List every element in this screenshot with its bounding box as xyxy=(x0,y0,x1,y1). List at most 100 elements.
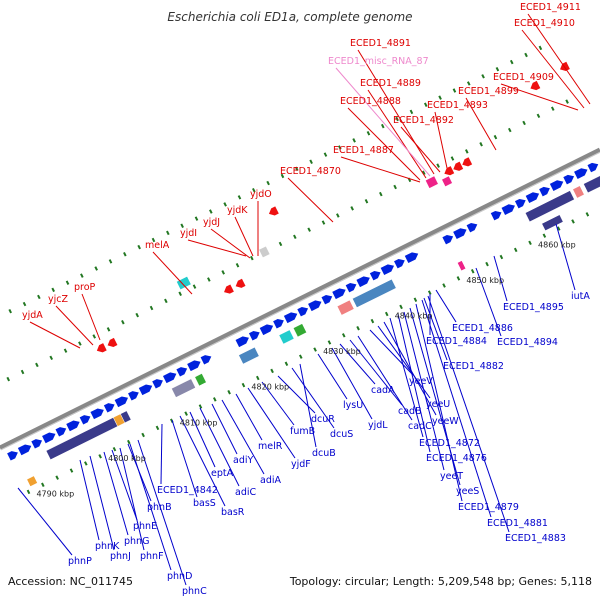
gene-label-eced1-4872: ECED1_4872 xyxy=(419,438,480,449)
scale-label: 4850 kbp xyxy=(466,276,504,285)
gene-label-dcub: dcuB xyxy=(312,448,336,459)
tick-mark-lower xyxy=(485,261,489,267)
callout-line xyxy=(179,415,226,507)
feature-track xyxy=(336,299,355,316)
feature-track xyxy=(171,378,196,398)
tick-mark-lower xyxy=(384,311,389,317)
callout-line xyxy=(171,419,198,498)
tick-mark-upper xyxy=(507,127,512,133)
gene-label-yjdo: yjdO xyxy=(250,189,272,200)
tick-mark-upper xyxy=(6,376,11,382)
forward-gene-shape xyxy=(442,234,454,245)
gene-label-yees: yeeS xyxy=(456,486,479,497)
scale-label: 4800 kbp xyxy=(108,454,146,463)
forward-gene-shape xyxy=(332,288,346,300)
callout-line xyxy=(235,393,263,441)
tick-mark-outer xyxy=(108,259,113,264)
tick-mark-upper xyxy=(63,348,68,353)
forward-gene xyxy=(563,174,575,185)
forward-gene-shape xyxy=(17,444,32,456)
tick-mark-outer xyxy=(94,266,98,271)
tick-mark-outer xyxy=(481,74,485,79)
callout-line xyxy=(397,313,431,453)
forward-gene xyxy=(138,384,153,396)
gene-label-eced1-4895: ECED1_4895 xyxy=(503,302,564,313)
tick-mark-upper xyxy=(450,156,455,161)
forward-gene xyxy=(114,396,129,408)
gene-label-adic: adiC xyxy=(235,487,256,498)
tick-mark-lower xyxy=(69,468,74,473)
feature-track-rect xyxy=(238,346,260,365)
genome-summary: Topology: circular; Length: 5,209,548 bp… xyxy=(289,575,592,588)
callout-line xyxy=(211,403,238,455)
forward-gene xyxy=(525,192,540,203)
callout-line xyxy=(400,126,441,173)
tick-mark-outer xyxy=(452,88,457,93)
gene-label-eced1-4842: ECED1_4842 xyxy=(157,485,218,496)
callout-line xyxy=(421,299,492,518)
reverse-gene xyxy=(224,284,234,294)
tick-mark-lower xyxy=(585,212,590,217)
gene-label-iuta: iutA xyxy=(571,291,590,302)
tick-mark-lower xyxy=(556,226,561,231)
tick-mark-outer xyxy=(409,109,414,115)
callout-line xyxy=(79,459,100,541)
forward-gene-shape xyxy=(539,186,550,197)
reverse-gene-shape xyxy=(560,61,570,71)
gene-label-adia: adiA xyxy=(260,475,281,486)
gene-label-cadb: cadB xyxy=(398,406,422,417)
feature-track xyxy=(176,275,192,291)
feature-track xyxy=(572,185,585,199)
tick-mark-upper xyxy=(436,163,440,168)
callout-line xyxy=(234,216,254,257)
tick-mark-lower xyxy=(571,219,575,224)
callout-line xyxy=(55,305,94,346)
callout-line xyxy=(277,375,316,414)
forward-gene-shape xyxy=(103,403,115,413)
feature-track-rect xyxy=(425,175,439,189)
reverse-gene-shape xyxy=(462,157,473,167)
tick-mark-lower xyxy=(241,382,246,388)
gene-label-phnc: phnC xyxy=(182,586,207,597)
reverse-gene-shape xyxy=(96,343,107,353)
forward-gene xyxy=(66,420,80,432)
tick-mark-lower xyxy=(26,489,31,495)
reverse-gene-shape xyxy=(107,337,118,348)
callout-line xyxy=(500,83,579,111)
tick-mark-outer xyxy=(180,223,184,229)
tick-mark-lower xyxy=(55,475,59,480)
tick-mark-upper xyxy=(221,270,225,275)
gene-label-dcus: dcuS xyxy=(330,429,353,440)
backbone-highlight xyxy=(0,151,600,451)
tick-mark-lower xyxy=(413,297,418,302)
tick-mark-outer xyxy=(37,294,41,300)
tick-mark-outer xyxy=(438,95,442,100)
gene-label-phnp: phnP xyxy=(68,556,92,567)
tick-mark-outer xyxy=(395,116,399,122)
callout-line xyxy=(347,107,421,181)
gene-label-yeet: yeeT xyxy=(440,471,463,482)
tick-mark-upper xyxy=(307,227,311,232)
feature-track-rect xyxy=(336,299,355,316)
tick-mark-outer xyxy=(209,209,213,214)
tick-mark-outer xyxy=(538,45,543,51)
tick-mark-upper xyxy=(522,120,526,126)
feature-track xyxy=(541,214,564,232)
callout-line xyxy=(160,423,163,485)
forward-gene-shape xyxy=(259,324,274,336)
reverse-gene-shape xyxy=(235,278,246,288)
tick-mark-outer xyxy=(123,252,127,257)
forward-gene xyxy=(7,451,18,461)
gene-label-fumb: fumB xyxy=(290,426,315,437)
forward-gene xyxy=(466,222,478,233)
callout-line xyxy=(367,89,427,179)
tick-mark-upper xyxy=(49,355,54,361)
gene-label-phne: phnE xyxy=(133,521,157,532)
gene-label-eced1-4910: ECED1_4910 xyxy=(514,18,575,29)
tick-mark-lower xyxy=(127,439,131,445)
feature-track xyxy=(278,329,295,345)
gene-label-eced1-4891: ECED1_4891 xyxy=(350,38,411,49)
tick-mark-upper xyxy=(321,220,326,225)
callout-line xyxy=(103,451,129,536)
